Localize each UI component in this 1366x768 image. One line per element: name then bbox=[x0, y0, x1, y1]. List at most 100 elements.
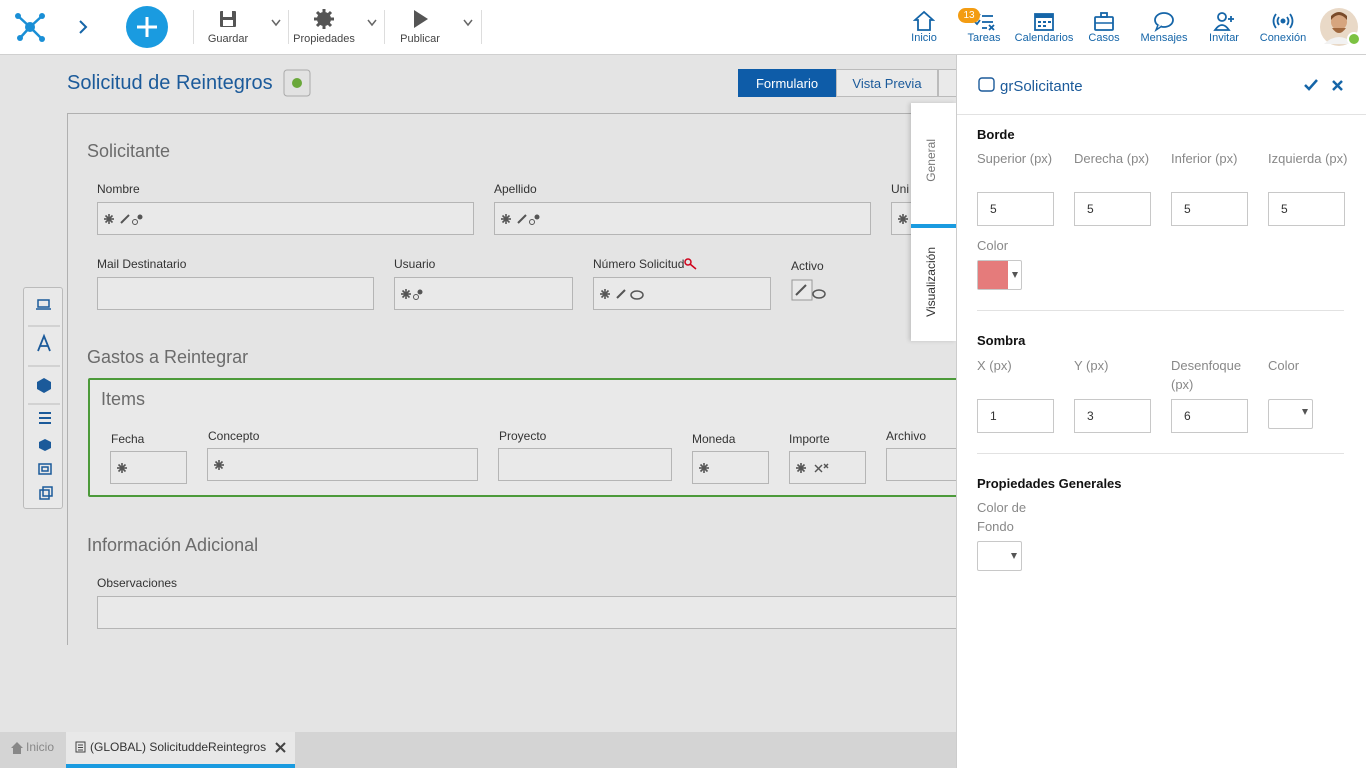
nav-item[interactable]: Mensajes bbox=[1140, 32, 1188, 44]
divider bbox=[977, 453, 1344, 454]
toolbar-icon bbox=[314, 9, 334, 29]
nav-icon bbox=[1094, 12, 1114, 31]
field-input[interactable] bbox=[394, 277, 573, 310]
field-label: Activo bbox=[791, 259, 824, 273]
nav-item[interactable]: Conexión bbox=[1259, 32, 1307, 44]
nav-item[interactable]: Casos bbox=[1088, 32, 1120, 44]
color-picker[interactable] bbox=[1268, 399, 1313, 429]
field-label: Observaciones bbox=[97, 576, 178, 590]
field-icons bbox=[796, 463, 829, 473]
panel-title: grSolicitante bbox=[1000, 78, 1083, 95]
section-heading: Sombra bbox=[977, 333, 1026, 348]
property-label: Y (px) bbox=[1074, 358, 1109, 373]
field-input[interactable] bbox=[97, 596, 967, 629]
field-label: Uni bbox=[891, 182, 910, 196]
group-title: Items bbox=[101, 389, 146, 409]
canvas-top-edge bbox=[67, 113, 957, 114]
section-heading: Borde bbox=[977, 127, 1015, 142]
color-picker[interactable] bbox=[977, 541, 1022, 571]
property-input[interactable]: 5 bbox=[1074, 192, 1151, 226]
logo bbox=[15, 13, 45, 42]
field-input[interactable] bbox=[97, 202, 474, 235]
separator bbox=[193, 10, 194, 44]
field-input[interactable] bbox=[494, 202, 871, 235]
field-label: Número Solicitud bbox=[593, 257, 685, 271]
nav-item[interactable]: Inicio bbox=[911, 32, 937, 44]
separator bbox=[384, 10, 385, 44]
field-icons bbox=[117, 463, 127, 473]
property-label: Inferior (px) bbox=[1171, 151, 1238, 166]
toolbar-button[interactable]: Propiedades bbox=[293, 33, 355, 45]
property-label: Color bbox=[1268, 358, 1300, 373]
field-label: Nombre bbox=[97, 182, 140, 196]
section-title: Solicitante bbox=[87, 141, 171, 161]
property-input[interactable]: 5 bbox=[1171, 192, 1248, 226]
bottom-tab[interactable]: Inicio bbox=[26, 740, 55, 754]
divider bbox=[957, 114, 1366, 115]
field-label: Importe bbox=[789, 432, 830, 446]
field-icons bbox=[898, 214, 908, 224]
color-picker[interactable] bbox=[977, 260, 1022, 290]
property-input[interactable]: 3 bbox=[1074, 399, 1151, 433]
property-label: Desenfoque (px) bbox=[1171, 358, 1242, 392]
nav-item[interactable]: Invitar bbox=[1209, 32, 1239, 44]
field-input[interactable] bbox=[593, 277, 771, 310]
field-input[interactable] bbox=[110, 451, 187, 484]
bottom-tab-active[interactable]: (GLOBAL) SolicituddeReintegros bbox=[66, 732, 295, 768]
field-label: Fecha bbox=[111, 432, 145, 446]
tab-close bbox=[275, 742, 286, 753]
user-avatar bbox=[1320, 8, 1361, 46]
property-input[interactable]: 5 bbox=[977, 192, 1054, 226]
field-label: Concepto bbox=[208, 429, 260, 443]
property-label: Superior (px) bbox=[977, 151, 1053, 166]
field-input[interactable] bbox=[789, 451, 866, 484]
home-icon bbox=[11, 742, 23, 754]
field-icons bbox=[501, 214, 540, 225]
nav-icon bbox=[913, 10, 935, 31]
group-icon bbox=[978, 77, 995, 92]
section-title: Gastos a Reintegrar bbox=[87, 347, 249, 367]
nav-item[interactable]: Tareas bbox=[967, 32, 1001, 44]
confirm-button bbox=[1304, 79, 1318, 91]
property-input[interactable]: 6 bbox=[1171, 399, 1248, 433]
dropdown-caret bbox=[271, 19, 281, 27]
toolbar-button[interactable]: Guardar bbox=[207, 33, 249, 45]
field-input[interactable] bbox=[498, 448, 672, 481]
property-label: Derecha (px) bbox=[1074, 151, 1150, 166]
nav-item[interactable]: Calendarios bbox=[1014, 32, 1074, 44]
tab-vista-previa[interactable]: Vista Previa bbox=[836, 69, 938, 97]
property-input[interactable]: 5 bbox=[1268, 192, 1345, 226]
top-bar: Guardar Propiedades Publicar Inicio Tareas Ca… bbox=[0, 0, 1366, 55]
side-tab[interactable]: General bbox=[924, 139, 938, 182]
field-label: Moneda bbox=[692, 432, 736, 446]
tool-palette bbox=[23, 287, 63, 509]
section-title: Información Adicional bbox=[87, 535, 259, 555]
bottom-tabs: Inicio (GLOBAL) SolicituddeReintegros bbox=[0, 732, 956, 768]
field-input[interactable] bbox=[207, 448, 478, 481]
field-icons bbox=[699, 463, 709, 473]
property-input[interactable]: 1 bbox=[977, 399, 1054, 433]
field-input[interactable] bbox=[692, 451, 769, 484]
expand-chevron bbox=[79, 20, 88, 34]
divider bbox=[977, 310, 1344, 311]
field-icons bbox=[401, 289, 423, 300]
tab-formulario[interactable]: Formulario bbox=[738, 69, 836, 97]
field-icons bbox=[600, 289, 644, 300]
field-input[interactable] bbox=[97, 277, 374, 310]
nav-icon bbox=[1213, 12, 1234, 31]
field-label: Apellido bbox=[494, 182, 537, 196]
property-label: Color de Fondo bbox=[977, 500, 1027, 534]
side-tab[interactable]: Visualización bbox=[924, 247, 938, 317]
toolbar-button[interactable]: Publicar bbox=[400, 33, 440, 45]
canvas-edge bbox=[67, 113, 68, 645]
nav-icon bbox=[1154, 12, 1174, 32]
palette-icons bbox=[28, 299, 60, 500]
side-tabs: General Visualización bbox=[911, 103, 957, 341]
close-button bbox=[1332, 80, 1343, 91]
field-label: Proyecto bbox=[499, 429, 547, 443]
bottom-tab-label: (GLOBAL) SolicituddeReintegros bbox=[90, 740, 267, 754]
separator bbox=[481, 10, 482, 44]
add-button bbox=[126, 6, 168, 48]
dropdown-caret bbox=[463, 19, 473, 27]
toolbar-icon bbox=[414, 10, 428, 28]
